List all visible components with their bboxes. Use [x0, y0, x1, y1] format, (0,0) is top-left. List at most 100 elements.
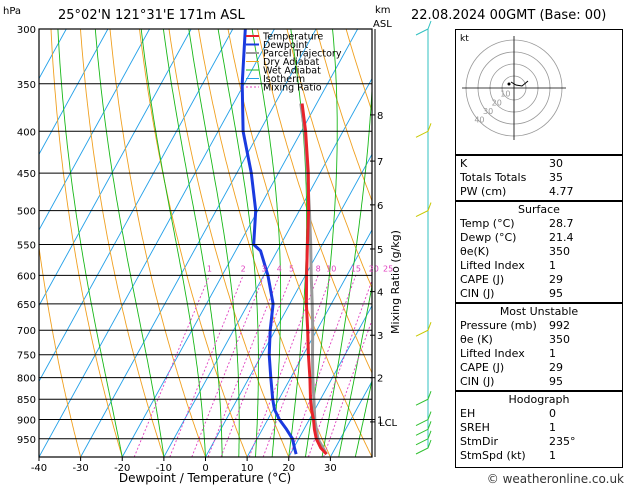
index-value: 28.7: [549, 217, 574, 230]
hodo-row: StmSpd (kt) 1: [460, 449, 618, 463]
index-value: 95: [549, 287, 563, 300]
wet-adiabat-line: [94, 29, 165, 457]
mixing-ratio-label: 20: [369, 264, 379, 273]
surface-row: Dewp (°C) 21.4: [460, 231, 618, 245]
km-tick-label: 3: [377, 331, 383, 342]
index-key: SREH: [460, 421, 490, 434]
index-row-totals: Totals Totals 35: [460, 171, 618, 185]
hodograph-trace: [510, 80, 529, 87]
index-row-pw: PW (cm) 4.77: [460, 185, 618, 199]
isotherm-line: [205, 153, 372, 457]
hodo-row: StmDir 235°: [460, 435, 618, 449]
most-unstable-box: Most Unstable Pressure (mb) 992 θe (K) 350…: [455, 303, 623, 391]
hodograph-unit-label: kt: [460, 34, 469, 44]
mu-row: θe (K) 350: [460, 333, 618, 347]
hodo-row: EH 0: [460, 407, 618, 421]
index-value: 992: [549, 319, 570, 332]
index-key: Lifted Index: [460, 347, 525, 360]
mixing-ratio-label: 10: [326, 264, 336, 273]
x-axis-title: Dewpoint / Temperature (°C): [119, 471, 291, 485]
wet-adiabat-line: [354, 378, 372, 457]
asl-unit-label: ASL: [373, 19, 392, 30]
mixing-ratio-label: 2: [241, 264, 246, 273]
index-key: CIN (J): [460, 375, 495, 388]
pressure-tick-label: 800: [17, 374, 36, 385]
x-tick-label: -10: [156, 463, 172, 474]
most-unstable-title: Most Unstable: [499, 305, 579, 318]
index-key: StmSpd (kt): [460, 449, 526, 462]
x-tick-label: 20: [282, 463, 295, 474]
x-tick-label: 0: [202, 463, 208, 474]
x-tick-label: -30: [72, 463, 88, 474]
index-value: 21.4: [549, 231, 574, 244]
indices-top-box: K 30 Totals Totals 35 PW (cm) 4.77: [455, 155, 623, 201]
index-key: Pressure (mb): [460, 319, 537, 332]
hodograph-panel: kt 10 20 30 40: [455, 29, 623, 155]
hodograph-indices-box: Hodograph EH 0 SREH 1 StmDir 235° StmSpd (k…: [455, 391, 623, 468]
pressure-tick-label: 400: [17, 127, 36, 138]
isotherm-line: [39, 29, 275, 457]
index-value: 350: [549, 333, 570, 346]
index-key: θe (K): [460, 333, 493, 346]
wind-barb: [415, 411, 432, 426]
wind-barb: [415, 421, 432, 436]
wind-barb: [415, 202, 432, 218]
mu-row: CIN (J) 95: [460, 375, 618, 389]
x-tick-label: -20: [114, 463, 130, 474]
index-key: CAPE (J): [460, 273, 505, 286]
index-value: 4.77: [549, 185, 574, 198]
index-key: Lifted Index: [460, 259, 525, 272]
isotherm-line: [163, 77, 372, 457]
surface-row: Temp (°C) 28.7: [460, 217, 618, 231]
isotherm-line: [80, 29, 317, 457]
dry-adiabat-line: [80, 29, 165, 457]
wind-barb: [415, 439, 432, 455]
run-title: 22.08.2024 00GMT (Base: 00): [411, 8, 606, 23]
pressure-tick-label: 650: [17, 300, 36, 311]
dry-adiabat-line: [286, 29, 372, 289]
km-unit-label: km: [375, 5, 391, 16]
mixing-ratio-label: 4: [277, 264, 282, 273]
x-tick-label: 30: [324, 463, 337, 474]
location-title: 25°02'N 121°31'E 171m ASL: [58, 8, 246, 23]
index-value: 1: [549, 421, 556, 434]
legend-label: Wet Adiabat: [263, 66, 321, 77]
surface-row: CIN (J) 95: [460, 287, 618, 301]
pressure-tick-label: 700: [17, 326, 36, 337]
x-tick-label: 10: [241, 463, 254, 474]
pressure-tick-label: 750: [17, 351, 36, 362]
pressure-unit-label: hPa: [3, 6, 21, 17]
hodograph-ring-label: 20: [492, 98, 502, 107]
lcl-label: LCL: [379, 418, 398, 429]
mixing-ratio-label: 3: [261, 264, 266, 273]
wind-barb: [415, 430, 432, 446]
surface-title: Surface: [518, 203, 560, 216]
legend-label: Dewpoint: [263, 40, 308, 51]
legend-label: Parcel Trajectory: [263, 49, 342, 60]
pressure-tick-label: 600: [17, 271, 36, 282]
index-value: 0: [549, 407, 556, 420]
mixing-ratio-label: 5: [289, 264, 294, 273]
surface-row: CAPE (J) 29: [460, 273, 618, 287]
index-key: Dewp (°C): [460, 231, 517, 244]
index-key: Totals Totals: [460, 171, 527, 184]
mixing-ratio-label: 8: [316, 264, 321, 273]
isotherm-line: [121, 29, 359, 457]
index-key: StmDir: [460, 435, 499, 448]
isotherm-line: [39, 29, 109, 156]
legend-label: Temperature: [262, 32, 323, 43]
isotherm-line: [329, 380, 372, 457]
pressure-tick-label: 550: [17, 240, 36, 251]
wet-adiabat-line: [57, 29, 123, 457]
index-value: 29: [549, 361, 563, 374]
km-tick-label: 1: [377, 416, 383, 427]
watermark: © weatheronline.co.uk: [487, 472, 624, 486]
legend-label: Isotherm: [263, 74, 305, 85]
mixing-axis-title: Mixing Ratio (g/kg): [389, 230, 402, 334]
km-tick-label: 8: [377, 111, 383, 122]
index-value: 1: [549, 259, 556, 272]
pressure-tick-label: 350: [17, 80, 36, 91]
